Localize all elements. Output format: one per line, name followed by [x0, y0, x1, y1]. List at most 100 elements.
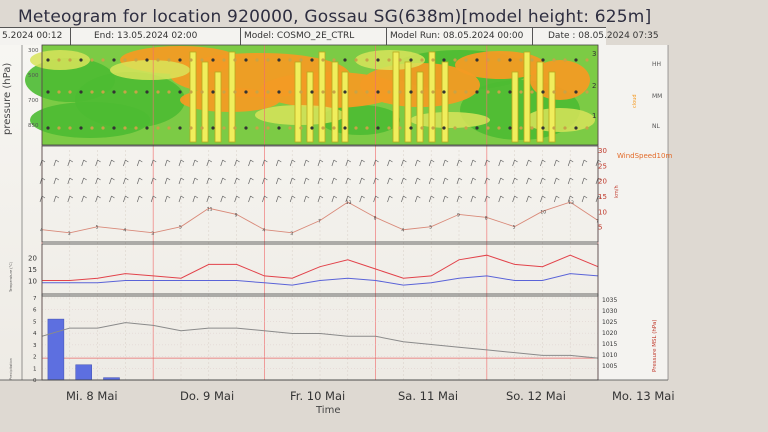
cloud-marker	[134, 58, 138, 62]
wind-barb	[192, 177, 199, 185]
cloud-marker	[68, 126, 72, 130]
heatmap-cell	[30, 102, 150, 138]
cloud-marker	[101, 58, 105, 62]
cloud-marker	[211, 126, 215, 130]
wind-barb	[553, 159, 560, 167]
wind-barb	[234, 159, 240, 167]
cloud-marker	[442, 58, 446, 62]
cloud-marker	[343, 126, 347, 130]
cloud-marker	[167, 126, 171, 130]
precip-tick: 7	[33, 296, 37, 302]
wind-value-label: 8	[374, 215, 377, 221]
wind-barb	[109, 195, 115, 203]
day-label: So. 12 Mai	[506, 389, 566, 403]
precip-tick: 4	[33, 331, 37, 337]
precip-column	[318, 51, 326, 143]
cloud-marker	[387, 58, 391, 62]
cloud-marker	[453, 90, 457, 94]
cloud-marker	[233, 126, 237, 130]
pressure-tick: 1010	[602, 352, 617, 359]
cloud-marker	[409, 126, 413, 130]
wind-tick: 30	[598, 147, 607, 155]
day-label: Fr. 10 Mai	[290, 389, 346, 403]
precip-column	[214, 71, 222, 143]
precip-column	[428, 51, 436, 143]
wind-barb	[345, 159, 351, 167]
cloud-marker	[431, 126, 435, 130]
wind-barb	[553, 195, 560, 203]
cloud-marker	[486, 126, 490, 130]
heatmap-cell	[455, 51, 545, 79]
cloud-marker	[233, 58, 237, 62]
wind-barb	[345, 177, 351, 185]
cloud-marker	[200, 58, 204, 62]
wind-barb	[275, 159, 282, 167]
precip-column	[228, 51, 236, 143]
cloud-marker	[431, 58, 435, 62]
wind-barb	[248, 177, 254, 185]
wind-barb	[81, 159, 87, 167]
wind-barb	[512, 177, 518, 185]
cloud-marker	[222, 58, 226, 62]
cloud-marker	[134, 90, 138, 94]
cloud-marker	[332, 58, 336, 62]
cloud-marker	[585, 90, 589, 94]
wind-barb	[67, 195, 73, 203]
day-label: Do. 9 Mai	[180, 389, 235, 403]
wind-barb	[373, 177, 379, 185]
cloud-marker	[574, 90, 578, 94]
cloud-marker	[156, 126, 160, 130]
precip-tick: 0	[33, 378, 37, 384]
wind-barb	[581, 195, 588, 203]
wind-barb	[540, 159, 546, 167]
wind-barb	[470, 159, 477, 167]
cloud-marker	[46, 126, 50, 130]
wind-barb	[331, 177, 338, 185]
cloud-marker	[552, 126, 556, 130]
cloud-marker	[420, 126, 424, 130]
cloud-marker	[189, 90, 193, 94]
panel-frame	[41, 44, 599, 146]
cloud-marker	[508, 126, 512, 130]
wind-barb	[136, 195, 143, 203]
wind-barb	[526, 177, 532, 185]
cloud-marker	[255, 58, 259, 62]
wind-barb	[234, 177, 240, 185]
wind-barb	[470, 177, 477, 185]
cloud-marker	[475, 58, 479, 62]
cloud-marker	[79, 58, 83, 62]
cloud-marker	[46, 58, 50, 62]
cloud-marker	[574, 126, 578, 130]
wind-tick: 25	[598, 162, 607, 170]
wind-barb	[164, 195, 171, 203]
cloud-marker	[90, 90, 94, 94]
cloud-marker	[299, 126, 303, 130]
cloud-marker	[519, 58, 523, 62]
day-label: Mo. 13 Mai	[612, 389, 675, 403]
wind-barb	[442, 177, 449, 185]
wind-barb	[484, 177, 490, 185]
precip-column	[341, 71, 349, 143]
heatmap-cell	[110, 60, 190, 80]
cloud-marker	[442, 90, 446, 94]
wind-barb	[526, 159, 532, 167]
header-bar: 5.2024 00:12 End: 13.05.2024 02:00 Model…	[0, 27, 659, 46]
precip-column	[201, 61, 209, 143]
header-end: End: 13.05.2024 02:00	[94, 31, 198, 41]
pressure-tick: 300	[28, 48, 39, 54]
precip-tick: 3	[33, 343, 37, 349]
cloud-marker	[519, 126, 523, 130]
wind-barb	[123, 177, 129, 185]
panel-frames	[0, 44, 669, 381]
wind-barb	[317, 177, 324, 185]
wind-barb	[498, 177, 504, 185]
wind-barb	[456, 159, 463, 167]
wind-barb	[206, 195, 212, 203]
wind-value-label: 5	[179, 225, 182, 231]
cloud-marker	[464, 90, 468, 94]
cloud-marker	[387, 126, 391, 130]
cloud-marker	[464, 126, 468, 130]
wind-barb	[289, 177, 296, 185]
right-axis-background	[598, 45, 668, 380]
cloud-marker	[541, 126, 545, 130]
